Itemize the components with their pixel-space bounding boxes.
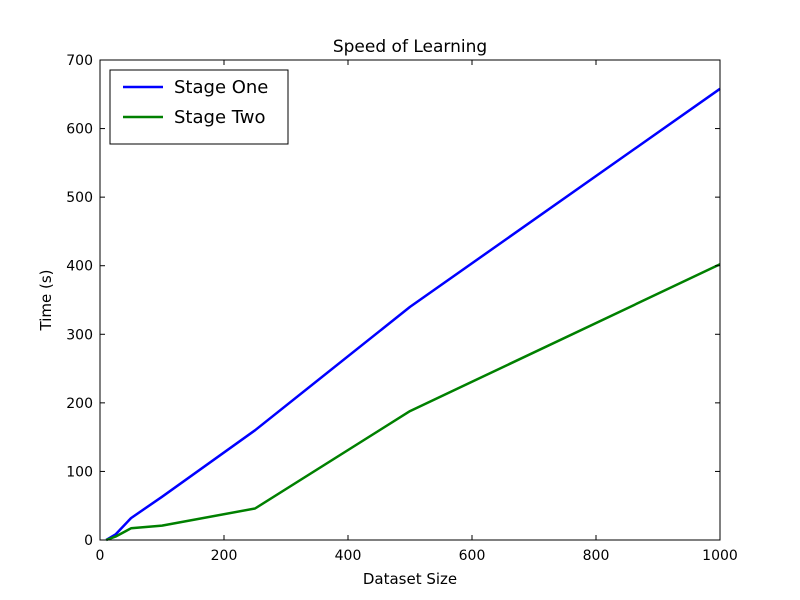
plot-area: 0 200 400 600 800 1000 0 100 200 300 400 500 600 700 S… [66,53,738,564]
legend-label-2: Stage Two [174,107,266,128]
y-tick-label: 400 [66,259,93,275]
y-tick-label: 700 [66,53,93,69]
chart-title: Speed of Learning [333,37,487,57]
x-tick-label: 1000 [702,548,738,564]
x-tick-label: 0 [96,548,105,564]
y-axis-label: Time (s) [37,270,55,332]
legend-box [109,69,289,145]
y-tick-label: 600 [66,122,93,138]
x-axis-label: Dataset Size [363,570,457,588]
y-tick-label: 300 [66,327,93,343]
y-tick-label: 500 [66,190,93,206]
y-tick-label: 200 [66,396,93,412]
plot-frame [99,59,721,541]
x-tick-label: 600 [459,548,486,564]
legend-label-1: Stage One [174,77,268,98]
x-tick-label: 800 [583,548,610,564]
y-tick-label: 0 [84,533,93,549]
series-line-1 [105,87,721,542]
y-tick-label: 100 [66,464,93,480]
x-tick-label: 200 [211,548,238,564]
series-line-2 [105,263,721,542]
x-tick-label: 400 [335,548,362,564]
